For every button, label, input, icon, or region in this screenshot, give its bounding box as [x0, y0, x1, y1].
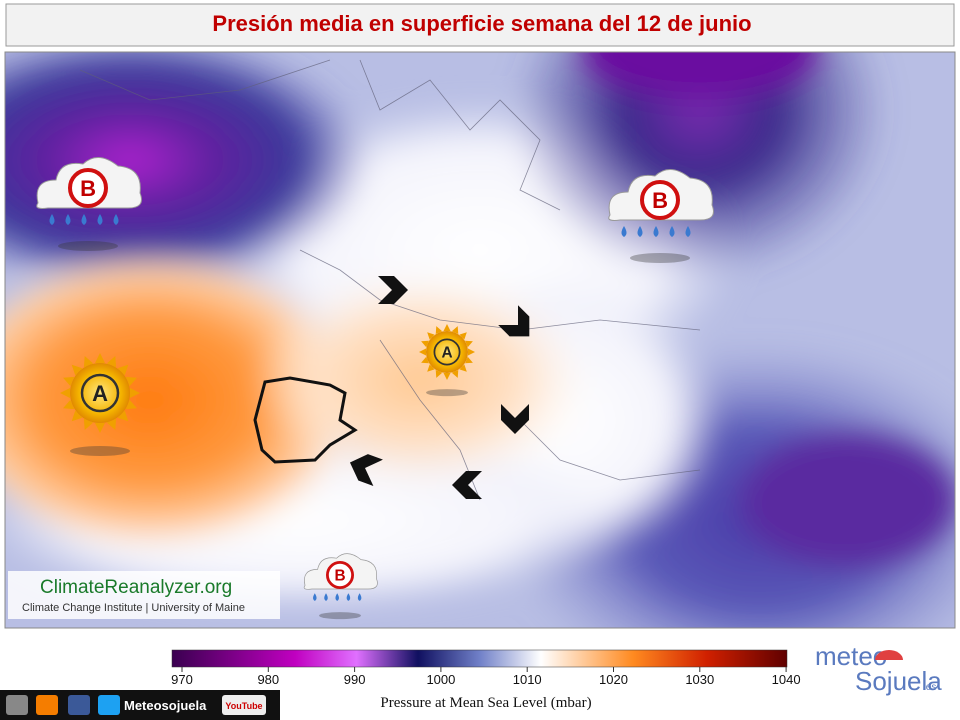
system-label: B — [80, 176, 96, 201]
low-ring — [640, 180, 680, 220]
logo-umbrella — [875, 650, 903, 660]
system-label: A — [441, 345, 452, 362]
pressure-system: B — [608, 169, 714, 263]
colorbar-tick-label: 1020 — [599, 672, 628, 687]
raindrop — [65, 214, 71, 225]
raindrop — [685, 226, 691, 237]
credit-box — [8, 571, 280, 619]
raindrop — [669, 226, 675, 237]
flow-arrow — [501, 404, 529, 434]
logo-suffix: .es — [923, 682, 936, 693]
raindrop — [81, 214, 87, 225]
colorbar-tick-label: 1000 — [426, 672, 455, 687]
pressure-system: B — [36, 157, 142, 251]
colorbar — [171, 649, 788, 668]
sun-ray — [63, 376, 75, 387]
raindrop — [313, 593, 317, 601]
icon-facebook — [68, 695, 90, 715]
title-bar — [5, 3, 955, 47]
system-shadow — [70, 446, 130, 456]
high-ring — [433, 338, 461, 366]
sun-ray — [435, 370, 443, 378]
raindrop — [335, 593, 339, 601]
pressure-system: B — [303, 553, 378, 620]
pressure-system: A — [419, 324, 475, 397]
sun — [70, 363, 130, 423]
credit-site: ClimateReanalyzer.org — [40, 577, 232, 598]
sun-ray — [83, 418, 94, 430]
sun-ray — [125, 376, 137, 387]
raindrop — [357, 593, 362, 601]
youtube-text: YouTube — [225, 701, 262, 711]
social-handle: Meteosojuela — [124, 698, 207, 713]
colorbar-tick-label: 1040 — [772, 672, 801, 687]
sun-ray — [95, 423, 105, 433]
raindrop — [621, 226, 627, 237]
sun-ray — [465, 356, 473, 364]
borders — [79, 59, 701, 501]
low-ring — [326, 561, 354, 589]
iberia-outline — [253, 376, 358, 464]
flow-arrow — [452, 471, 482, 499]
map: B B A A B — [4, 51, 956, 629]
raindrop — [637, 226, 643, 237]
icon-blogger — [36, 695, 58, 715]
raindrop — [324, 593, 328, 601]
icon-youtube — [222, 695, 266, 715]
sun-ray — [60, 388, 70, 398]
raindrop — [653, 226, 659, 237]
system-shadow — [630, 253, 690, 263]
sun-ray — [83, 356, 94, 368]
sun-ray — [451, 326, 459, 334]
credit-institution: Climate Change Institute | University of… — [22, 602, 245, 614]
colorbar-tick-label: 970 — [171, 672, 193, 687]
raindrop — [49, 214, 55, 225]
system-label: A — [92, 381, 108, 406]
system-label: B — [334, 568, 345, 585]
sun — [426, 331, 468, 373]
raindrop — [113, 214, 119, 225]
sun-ray — [63, 399, 75, 410]
sun-ray — [421, 340, 429, 348]
sun-ray — [106, 418, 117, 430]
flow-arrow — [378, 276, 408, 304]
sun-ray — [95, 353, 105, 363]
sun-ray — [465, 340, 473, 348]
colorbar-tick-label: 990 — [344, 672, 366, 687]
colorbar-tick-label: 1010 — [513, 672, 542, 687]
high-ring — [80, 373, 120, 413]
raindrop — [346, 593, 351, 601]
colorbar-label: Pressure at Mean Sea Level (mbar) — [380, 695, 591, 711]
sun-ray — [421, 356, 429, 364]
icon-twitter — [98, 695, 120, 715]
sun-ray — [451, 370, 459, 378]
logo-top: meteo — [815, 641, 887, 671]
system-shadow — [319, 612, 361, 620]
icon-instagram — [6, 695, 28, 715]
flow-arrow — [349, 454, 383, 486]
sun-ray — [467, 348, 475, 356]
sun-ray — [106, 356, 117, 368]
colorbar-tick-label: 1030 — [685, 672, 714, 687]
raindrop — [97, 214, 103, 225]
system-shadow — [58, 241, 118, 251]
low-ring — [68, 168, 108, 208]
sun-ray — [443, 373, 451, 380]
flow-arrow — [498, 305, 530, 337]
system-label: B — [652, 188, 668, 213]
title: Presión media en superficie semana del 1… — [212, 11, 751, 36]
logo-bottom: Sojuela — [855, 666, 942, 696]
sun-ray — [419, 348, 427, 356]
sun-ray — [443, 324, 451, 331]
map-frame — [4, 51, 956, 629]
colorbar-tick-label: 980 — [257, 672, 279, 687]
sun-ray — [130, 388, 140, 398]
sun-ray — [125, 399, 137, 410]
system-shadow — [426, 389, 468, 397]
sun-ray — [435, 326, 443, 334]
